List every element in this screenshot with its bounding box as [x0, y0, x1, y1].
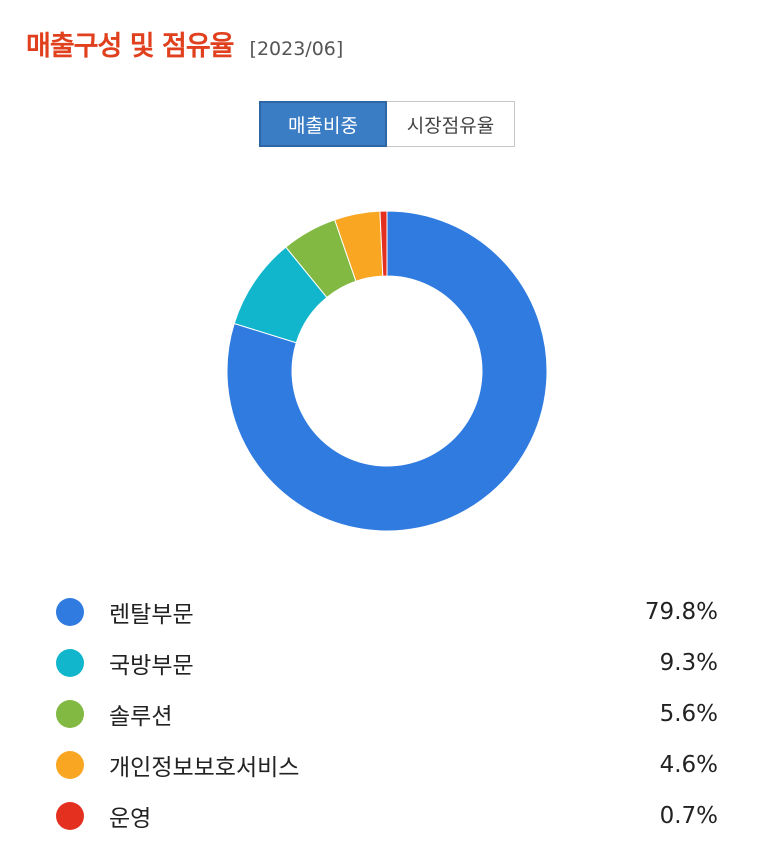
legend-swatch-rental	[56, 597, 84, 626]
legend-item: 솔루션 5.6%	[56, 688, 718, 739]
donut-slice-defense[interactable]	[233, 246, 328, 344]
legend-swatch-solution	[56, 699, 84, 728]
tab-market-share[interactable]: 시장점유율	[387, 101, 515, 147]
legend-item: 국방부문 9.3%	[56, 637, 718, 688]
legend-label: 개인정보보호서비스	[109, 754, 300, 781]
legend-value: 4.6%	[659, 751, 718, 778]
legend-label: 국방부문	[109, 652, 194, 679]
chart-legend: 렌탈부문 79.8% 국방부문 9.3% 솔루션 5.6% 개인정보보호서비스 …	[56, 586, 718, 841]
section-header: 매출구성 및 점유율 [2023/06]	[26, 24, 343, 63]
donut-chart-svg	[227, 211, 547, 531]
legend-value: 79.8%	[644, 598, 718, 625]
legend-item: 운영 0.7%	[56, 790, 718, 841]
legend-label: 솔루션	[109, 703, 173, 730]
period-label: [2023/06]	[249, 38, 344, 60]
legend-value: 5.6%	[659, 700, 718, 727]
legend-swatch-defense	[56, 648, 84, 677]
legend-label: 운영	[109, 805, 152, 832]
tab-sales-composition[interactable]: 매출비중	[259, 101, 387, 147]
donut-slice-solution[interactable]	[285, 219, 357, 299]
legend-swatch-operation	[56, 801, 84, 830]
page-title: 매출구성 및 점유율	[26, 31, 235, 62]
legend-value: 9.3%	[659, 649, 718, 676]
donut-slice-operation[interactable]	[379, 211, 388, 277]
legend-swatch-privacy-service	[56, 750, 84, 779]
donut-slice-privacy-service[interactable]	[334, 211, 384, 282]
legend-label: 렌탈부문	[109, 601, 194, 628]
legend-item: 렌탈부문 79.8%	[56, 586, 718, 637]
donut-slice-rental[interactable]	[227, 211, 547, 531]
legend-value: 0.7%	[659, 802, 718, 829]
tab-bar: 매출비중 시장점유율	[259, 101, 515, 147]
legend-item: 개인정보보호서비스 4.6%	[56, 739, 718, 790]
